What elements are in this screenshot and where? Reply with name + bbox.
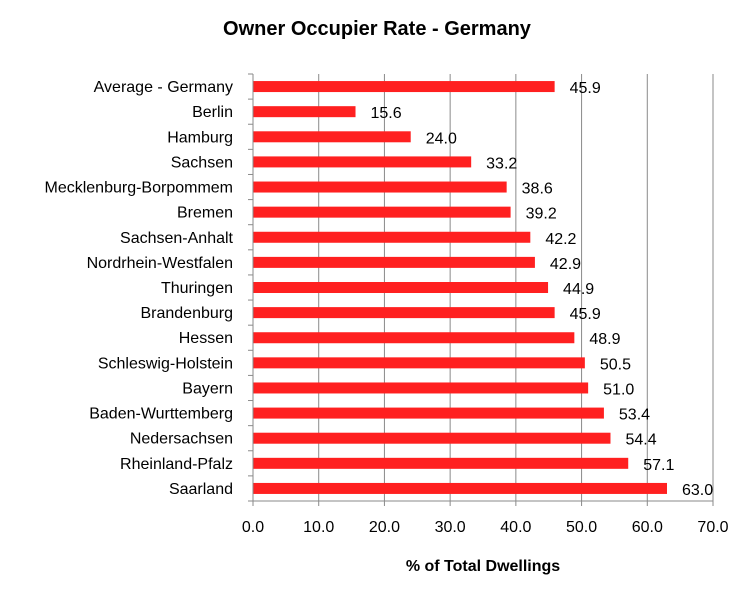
chart-title: Owner Occupier Rate - Germany	[223, 18, 531, 40]
category-label: Nordrhein-Westfalen	[87, 255, 233, 272]
bar	[253, 131, 411, 143]
value-label: 54.4	[625, 432, 656, 449]
x-tick-label: 60.0	[632, 519, 663, 536]
x-tick-label: 40.0	[500, 519, 531, 536]
bar	[253, 206, 511, 218]
bar	[253, 282, 549, 293]
bar	[253, 482, 667, 494]
value-label: 45.9	[570, 80, 601, 97]
category-label: Berlin	[192, 104, 233, 121]
bar	[253, 256, 535, 268]
category-label: Rheinland-Pfalz	[120, 456, 233, 473]
bar	[253, 457, 629, 469]
value-label: 48.9	[589, 331, 620, 348]
bar	[253, 332, 575, 344]
x-axis-label: % of Total Dwellings	[405, 558, 561, 575]
x-tick-label: 0.0	[242, 519, 264, 536]
category-label: Mecklenburg-Borpommem	[44, 180, 233, 197]
category-label: Hamburg	[167, 129, 233, 146]
x-tick-label: 50.0	[566, 519, 597, 536]
x-tick-label: 70.0	[697, 519, 728, 536]
category-label: Bremen	[177, 205, 233, 222]
labels: 0.0 10.0 20.0 30.0 40.0 50.0 60.0 70.0 Average -…	[44, 79, 728, 536]
bars	[253, 81, 667, 494]
bar	[253, 307, 555, 319]
bar	[253, 432, 611, 444]
category-label: Sachsen-Anhalt	[120, 230, 234, 247]
value-label: 42.2	[545, 231, 576, 248]
value-label: 15.6	[371, 105, 402, 122]
x-tick-label: 30.0	[435, 519, 466, 536]
value-label: 57.1	[643, 457, 674, 474]
value-label: 39.2	[526, 206, 557, 223]
category-label: Baden-Wurttemberg	[89, 406, 233, 423]
value-label: 51.0	[603, 381, 634, 398]
category-label: Nedersachsen	[130, 431, 233, 448]
value-label: 50.5	[600, 356, 631, 373]
x-tick-label: 20.0	[369, 519, 400, 536]
bar	[253, 357, 585, 369]
bar	[253, 156, 472, 168]
category-label: Brandenburg	[140, 305, 233, 322]
value-label: 24.0	[426, 130, 457, 147]
bar	[253, 382, 589, 394]
value-label: 33.2	[486, 155, 517, 172]
category-label: Thuringen	[161, 280, 233, 297]
bar	[253, 81, 555, 93]
category-label: Schleswig-Holstein	[98, 355, 233, 372]
category-label: Hessen	[179, 330, 233, 347]
value-label: 53.4	[619, 407, 650, 424]
value-label: 44.9	[563, 281, 594, 298]
x-tick-label: 10.0	[303, 519, 334, 536]
bar	[253, 106, 356, 118]
axes	[248, 73, 714, 506]
value-label: 42.9	[550, 256, 581, 273]
bar	[253, 231, 531, 243]
bar	[253, 181, 507, 193]
category-label: Sachsen	[171, 154, 233, 171]
value-label: 45.9	[570, 306, 601, 323]
category-label: Saarland	[169, 481, 233, 498]
value-label: 63.0	[682, 482, 713, 499]
value-label: 38.6	[522, 181, 553, 198]
category-label: Bayern	[182, 380, 233, 397]
bar	[253, 407, 604, 419]
category-label: Average - Germany	[94, 79, 233, 96]
